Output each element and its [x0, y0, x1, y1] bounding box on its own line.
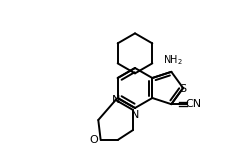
- Text: NH$_2$: NH$_2$: [163, 53, 183, 67]
- Text: S: S: [180, 84, 187, 94]
- Text: N: N: [131, 110, 139, 120]
- Text: CN: CN: [185, 99, 201, 109]
- Text: O: O: [89, 135, 98, 145]
- Text: N: N: [112, 95, 120, 105]
